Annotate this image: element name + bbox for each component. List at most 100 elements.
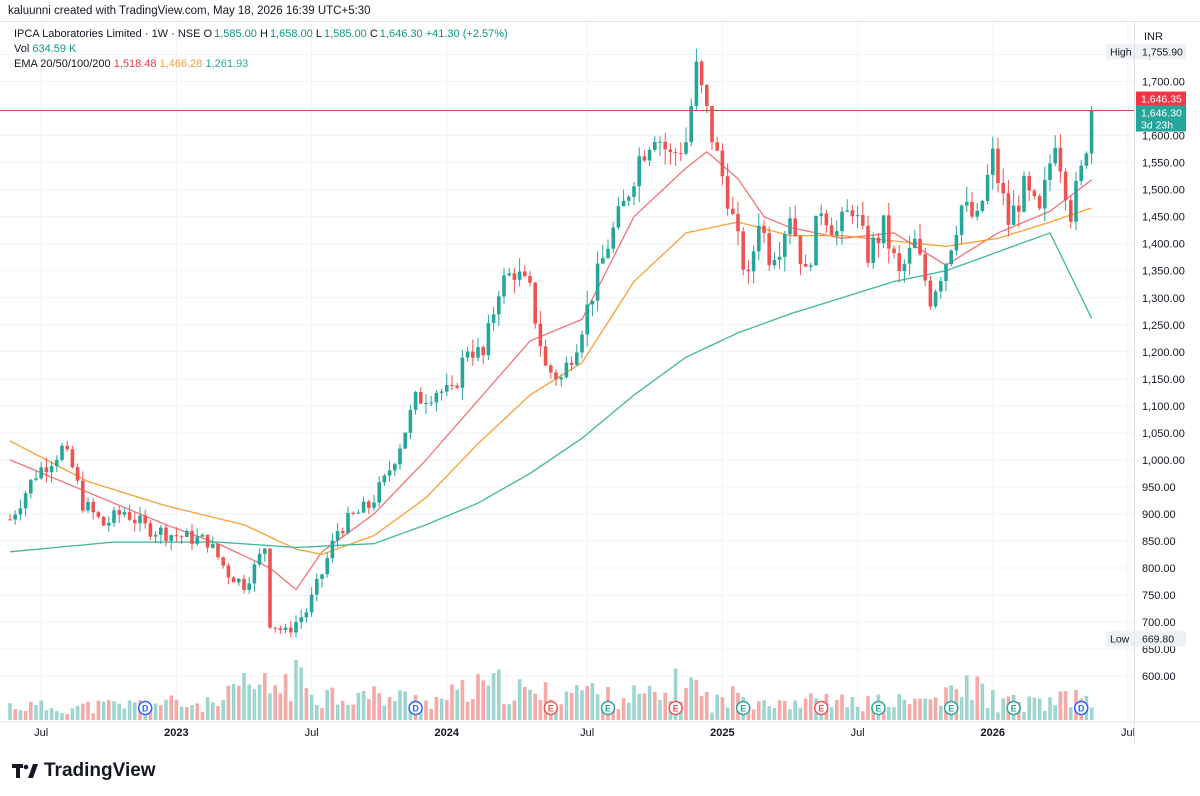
- y-tick-label: 1,600.00: [1142, 131, 1185, 143]
- volume-bar: [231, 683, 236, 720]
- candle-body: [242, 578, 246, 590]
- candle-body: [1063, 171, 1068, 201]
- volume-bar: [299, 667, 303, 720]
- volume-bar: [673, 668, 678, 720]
- volume-bar: [710, 712, 714, 720]
- low-tag-bg: [1106, 631, 1186, 647]
- candle-body: [148, 523, 153, 537]
- volume-bar: [959, 697, 964, 720]
- volume-bar: [507, 704, 511, 720]
- volume-bar: [533, 693, 537, 720]
- y-tick-label: 900.00: [1142, 509, 1176, 521]
- volume-bar: [1048, 697, 1052, 720]
- candle-body: [294, 622, 298, 633]
- volume-bar: [34, 705, 38, 720]
- volume-bar: [205, 697, 210, 720]
- volume-bar: [991, 690, 995, 720]
- legend-high: 1,658.00: [269, 28, 313, 40]
- candle-body: [481, 347, 485, 356]
- volume-bar: [325, 689, 329, 720]
- candle-body: [767, 233, 771, 266]
- y-tick-label: 800.00: [1142, 563, 1176, 575]
- volume-bar: [44, 710, 49, 720]
- volume-bar: [226, 685, 231, 720]
- volume-bar: [569, 692, 574, 720]
- candle-body: [138, 515, 142, 524]
- legend-ema-row: EMA 20/50/100/200 1,518.48 1,466.28 1,26…: [14, 57, 508, 72]
- volume-bar: [1053, 705, 1057, 720]
- volume-bar: [902, 699, 907, 720]
- candle-body: [580, 334, 584, 353]
- x-tick-label: Jul: [34, 727, 48, 739]
- volume-bar: [476, 673, 480, 720]
- volume-bar: [159, 705, 163, 720]
- candle-body: [850, 210, 855, 217]
- volume-bar: [1032, 697, 1037, 720]
- candle-body: [871, 237, 875, 263]
- volume-bar: [65, 714, 69, 720]
- candle-body: [112, 510, 116, 523]
- volume-bar: [257, 684, 262, 720]
- volume-bar: [263, 672, 267, 720]
- candle-body: [185, 530, 189, 537]
- last-price-tag-text: 1,646.35: [1141, 94, 1182, 106]
- currency-label[interactable]: INR: [1144, 31, 1163, 43]
- volume-bar: [1022, 712, 1026, 720]
- candle-body: [507, 273, 511, 276]
- volume-bar: [881, 710, 886, 720]
- volume-bar: [471, 699, 475, 720]
- volume-bar: [1058, 691, 1063, 720]
- candle-body: [564, 362, 569, 378]
- volume-bar: [689, 677, 693, 720]
- candle-body: [81, 480, 85, 511]
- candle-body: [897, 253, 901, 271]
- candle-body: [627, 196, 631, 201]
- candle-body: [554, 372, 558, 380]
- event-marker-letter: D: [412, 704, 419, 714]
- candle-body: [621, 200, 626, 207]
- price-chart[interactable]: D D E E E E E E E E D 600.00 650.00 700.00 750.00 800.…: [0, 22, 1200, 744]
- volume-bar: [445, 699, 449, 720]
- volume-bar: [341, 700, 345, 720]
- candle-body: [980, 200, 985, 211]
- tradingview-footer[interactable]: TradingView: [12, 760, 156, 782]
- low-tag-value: 669.80: [1142, 633, 1174, 645]
- candle-body: [913, 238, 917, 248]
- candle-body: [29, 479, 33, 494]
- volume-bar: [486, 685, 491, 720]
- volume-bar: [169, 695, 173, 720]
- y-tick-label: 750.00: [1142, 590, 1176, 602]
- volume-bar: [658, 700, 662, 720]
- candle-body: [876, 237, 881, 244]
- volume-bar: [840, 694, 844, 720]
- volume-bar: [564, 691, 569, 720]
- candle-body: [855, 215, 860, 217]
- candle-body: [263, 548, 267, 554]
- volume-bar: [91, 713, 95, 720]
- candle-body: [694, 61, 699, 106]
- candle-body: [1069, 200, 1073, 222]
- volume-bar: [835, 699, 839, 720]
- volume-bar: [611, 710, 615, 720]
- candle-body: [559, 377, 563, 380]
- event-marker-letter: E: [548, 704, 554, 714]
- legend-change: +41.30 (+2.57%): [425, 28, 508, 40]
- legend-ema100: 1,261.93: [205, 58, 249, 70]
- candle-body: [372, 502, 376, 508]
- volume-bar: [309, 694, 314, 720]
- candle-body: [49, 466, 54, 473]
- volume-bar: [315, 704, 319, 720]
- volume-bar: [970, 699, 974, 720]
- candle-body: [325, 558, 329, 575]
- volume-bar: [237, 685, 241, 720]
- candle-body: [117, 510, 121, 515]
- y-tick-label: 1,100.00: [1142, 401, 1185, 413]
- y-tick-label: 1,200.00: [1142, 347, 1185, 359]
- candle-body: [211, 543, 215, 548]
- candle-body: [330, 540, 335, 559]
- volume-bar: [465, 701, 470, 720]
- candle-body: [205, 534, 210, 548]
- volume-bar: [975, 676, 979, 720]
- volume-bar: [252, 689, 257, 720]
- volume-bar: [86, 701, 90, 720]
